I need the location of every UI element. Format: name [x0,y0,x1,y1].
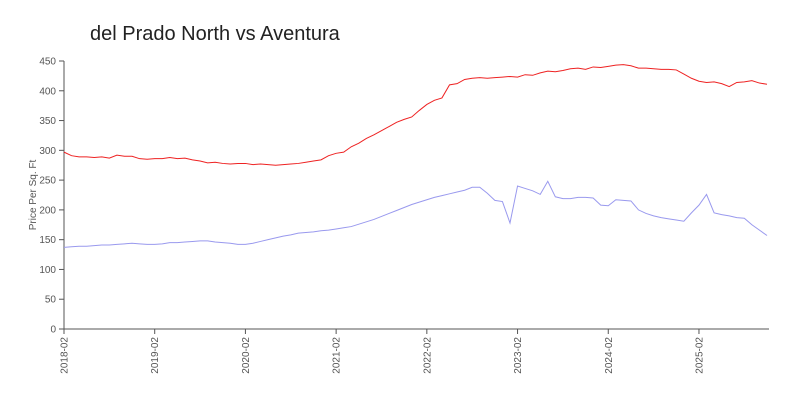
y-tick-label: 200 [39,205,56,216]
y-tick-label: 100 [39,265,56,276]
series-line [63,180,768,248]
x-tick-label: 2021-02 [332,337,343,374]
x-tick-label: 2019-02 [150,337,161,374]
chart-title: del Prado North vs Aventura [90,23,341,45]
y-tick-label: 300 [39,146,56,157]
x-tick-label: 2020-02 [241,337,252,374]
y-tick-label: 400 [39,86,56,97]
x-tick-label: 2024-02 [604,337,615,374]
x-tick-label: 2025-02 [694,337,705,374]
y-axis-label: Price Per Sq. Ft [28,159,39,230]
y-tick-label: 450 [39,57,56,68]
y-tick-label: 0 [50,325,56,336]
x-tick-label: 2022-02 [422,337,433,374]
y-tick-label: 250 [39,176,56,187]
y-tick-label: 50 [45,295,57,306]
y-tick-label: 150 [39,235,56,246]
series-line [63,64,768,166]
x-tick-label: 2018-02 [60,337,71,374]
y-tick-label: 350 [39,116,56,127]
x-tick-label: 2023-02 [513,337,524,374]
